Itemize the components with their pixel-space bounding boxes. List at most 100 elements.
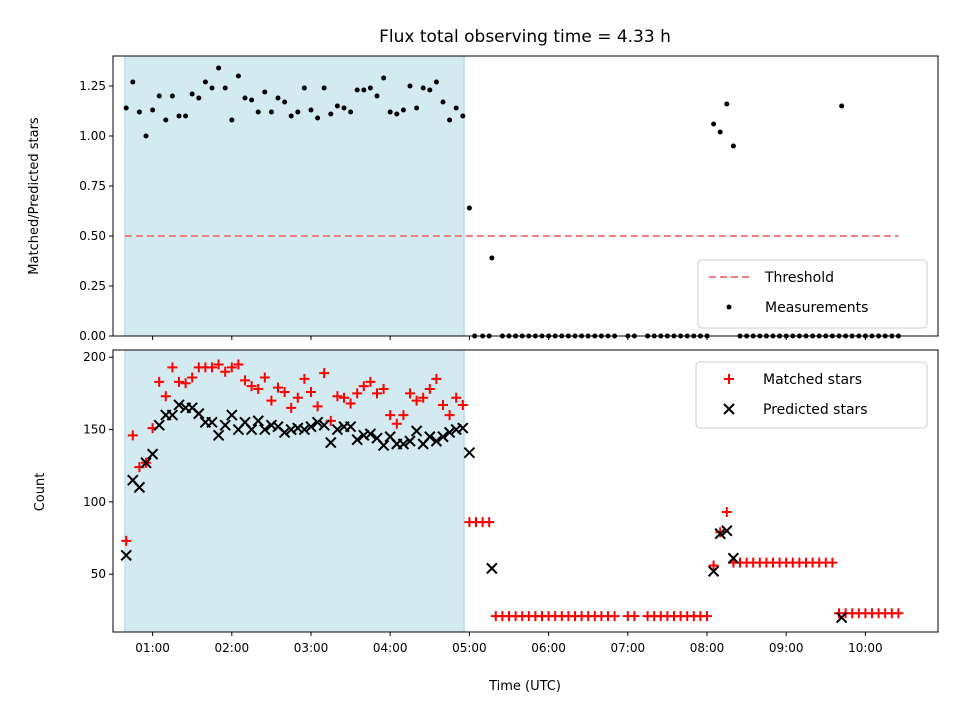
predicted-star-point	[344, 420, 357, 433]
y-tick-label: 150	[83, 423, 106, 437]
matched-star-point	[398, 410, 409, 421]
predicted-star-point	[364, 428, 377, 440]
matched-star-point	[358, 381, 369, 392]
measurement-point	[169, 93, 175, 99]
matched-star-point	[273, 382, 283, 393]
predicted-star-point	[707, 565, 720, 577]
measurement-point	[367, 85, 373, 91]
matched-star-point	[279, 386, 290, 397]
legend-predicted-swatch	[723, 403, 735, 415]
predicted-star-point	[206, 416, 218, 429]
measurement-point	[420, 85, 426, 91]
legend-measurements-swatch	[726, 304, 732, 310]
predicted-star-point	[173, 399, 185, 411]
measurement-point	[460, 113, 466, 119]
legend-predicted-label: Predicted stars	[763, 402, 868, 418]
measurement-point	[334, 103, 340, 109]
predicted-star-point	[153, 419, 165, 431]
matched-star-point	[418, 392, 429, 403]
predicted-star-point	[226, 409, 238, 421]
matched-star-point	[827, 557, 838, 568]
ratio-y-axis-label: Matched/Predicted stars	[27, 117, 42, 275]
matched-star-point	[438, 399, 448, 410]
matched-star-point	[306, 386, 316, 397]
count-legend: Matched stars Predicted stars	[695, 361, 928, 429]
predicted-star-point	[219, 419, 231, 431]
measurement-point	[130, 79, 136, 85]
matched-star-point	[484, 517, 495, 528]
predicted-star-point	[318, 419, 330, 431]
matched-star-point	[226, 362, 237, 373]
matched-star-point	[332, 391, 343, 402]
measurement-point	[387, 109, 393, 115]
matched-star-point	[444, 410, 455, 421]
ratio-legend: Threshold Measurements	[697, 259, 928, 329]
measurement-point	[136, 109, 142, 115]
measurement-point	[321, 85, 327, 91]
count-y-axis-label: Count	[33, 473, 48, 512]
matched-star-point	[345, 398, 356, 409]
x-tick-label: 01:00	[135, 641, 170, 655]
y-tick-label: 100	[83, 495, 106, 509]
measurement-point	[361, 87, 367, 93]
y-tick-label: 0.00	[79, 329, 106, 343]
measurement-point	[711, 121, 717, 127]
measurement-point	[216, 65, 222, 71]
legend-threshold-label: Threshold	[764, 270, 834, 286]
measurement-point	[156, 93, 162, 99]
measurement-point	[354, 87, 360, 93]
ratio-panel-frame	[112, 55, 939, 337]
observing-time-shade	[124, 56, 465, 336]
predicted-star-point	[714, 527, 726, 540]
measurement-point	[717, 129, 723, 135]
measurement-point	[229, 117, 235, 123]
matched-star-point	[266, 395, 277, 406]
measurement-point	[381, 75, 387, 81]
matched-star-point	[319, 368, 330, 379]
predicted-star-point	[486, 562, 498, 575]
x-tick-label: 05:00	[452, 641, 487, 655]
count-axis-ticks: 50 100 150 200 01:00 02:00 03:00 04:00 05:00 06:0…	[83, 350, 883, 655]
predicted-star-point	[457, 422, 469, 434]
matched-star-point	[240, 375, 250, 386]
matched-star-point	[187, 372, 198, 383]
measurement-point	[163, 117, 169, 123]
matched-star-point	[167, 362, 178, 373]
measurement-point	[328, 111, 334, 117]
measurement-point	[255, 109, 261, 115]
chart-title: Flux total observing time = 4.33 h	[379, 27, 671, 47]
measurement-point	[400, 107, 406, 113]
matched-star-point	[339, 392, 349, 403]
matched-star-point	[213, 359, 224, 370]
measurement-point	[407, 83, 413, 89]
predicted-star-point	[377, 439, 390, 452]
matched-star-point	[451, 392, 462, 403]
matched-star-point	[233, 359, 244, 370]
measurement-point	[341, 105, 347, 111]
measurement-point	[414, 105, 420, 111]
predicted-star-point	[430, 435, 443, 447]
measurement-point	[348, 109, 354, 115]
measurement-point	[427, 87, 433, 93]
measurement-point	[202, 79, 208, 85]
measurement-point	[374, 93, 380, 99]
measurement-point	[275, 95, 281, 101]
measurement-point	[242, 95, 248, 101]
x-tick-label: 08:00	[690, 641, 725, 655]
predicted-star-point	[437, 431, 449, 443]
matched-star-point	[893, 608, 904, 619]
measurement-point	[189, 91, 195, 97]
y-tick-label: 0.25	[79, 279, 106, 293]
y-tick-label: 1.25	[79, 79, 106, 93]
predicted-star-point	[146, 448, 159, 460]
measurement-point	[301, 85, 307, 91]
predicted-star-point	[259, 423, 271, 436]
measurement-point	[183, 113, 189, 119]
measurement-point	[489, 255, 495, 261]
predicted-star-point	[424, 431, 436, 443]
observing-time-shade-bottom	[124, 350, 465, 632]
measurement-point	[282, 99, 288, 105]
matched-star-point	[405, 388, 415, 399]
matched-star-point	[292, 392, 303, 403]
measurement-point	[143, 133, 149, 139]
